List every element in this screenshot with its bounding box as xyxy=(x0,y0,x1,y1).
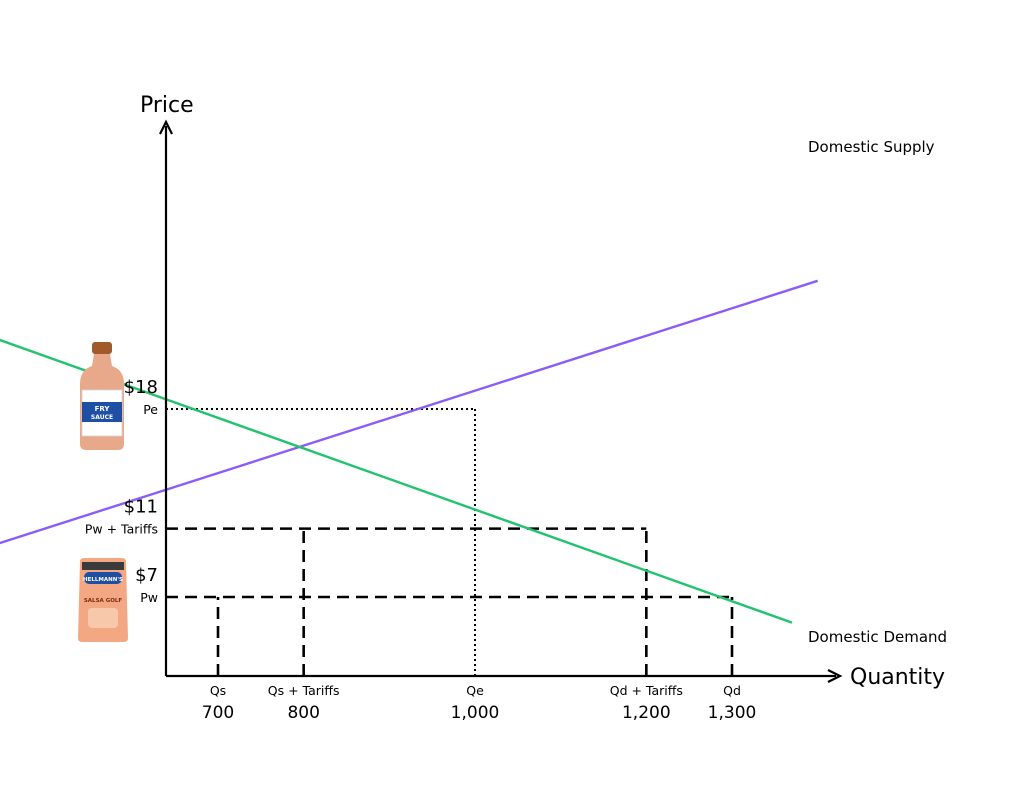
price-name-label-pw_tariff: Pw + Tariffs xyxy=(85,522,158,537)
quantity-name-label-qs: Qs xyxy=(210,683,226,698)
pouch-product-label: SALSA GOLF xyxy=(84,598,123,604)
series-label-supply: Domestic Supply xyxy=(808,138,935,156)
series-line-demand xyxy=(0,338,793,624)
bottle-label-top: FRY xyxy=(95,405,111,413)
quantity-value-label-qe: 1,000 xyxy=(451,703,500,723)
series-line-supply xyxy=(0,279,819,545)
price-name-label-pe: Pe xyxy=(143,402,158,417)
quantity-value-label-qs_tariff: 800 xyxy=(287,703,319,723)
price-value-label-pw: $7 xyxy=(135,565,158,586)
y-axis-arrow xyxy=(159,119,173,135)
price-value-label-pe: $18 xyxy=(124,377,158,398)
quantity-value-label-qd_tariff: 1,200 xyxy=(622,703,671,723)
y-axis-label: Price xyxy=(140,93,194,118)
quantity-value-label-qd: 1,300 xyxy=(708,703,757,723)
quantity-name-label-qd: Qd xyxy=(723,683,741,698)
quantity-name-label-qs_tariff: Qs + Tariffs xyxy=(268,683,340,698)
quantity-value-label-qs: 700 xyxy=(202,703,234,723)
price-name-label-pw: Pw xyxy=(140,590,158,605)
x-axis-label: Quantity xyxy=(850,665,945,690)
series-label-demand: Domestic Demand xyxy=(808,628,947,646)
quantity-name-label-qd_tariff: Qd + Tariffs xyxy=(610,683,683,698)
pouch-brand-label: HELLMANN'S xyxy=(83,577,123,583)
x-axis-arrow xyxy=(827,669,843,683)
pouch-icon: HELLMANN'S SALSA GOLF xyxy=(78,558,128,642)
bottle-icon: FRY SAUCE xyxy=(80,342,124,450)
quantity-name-label-qe: Qe xyxy=(466,683,484,698)
price-value-label-pw_tariff: $11 xyxy=(124,497,158,518)
bottle-label-bottom: SAUCE xyxy=(91,414,113,421)
